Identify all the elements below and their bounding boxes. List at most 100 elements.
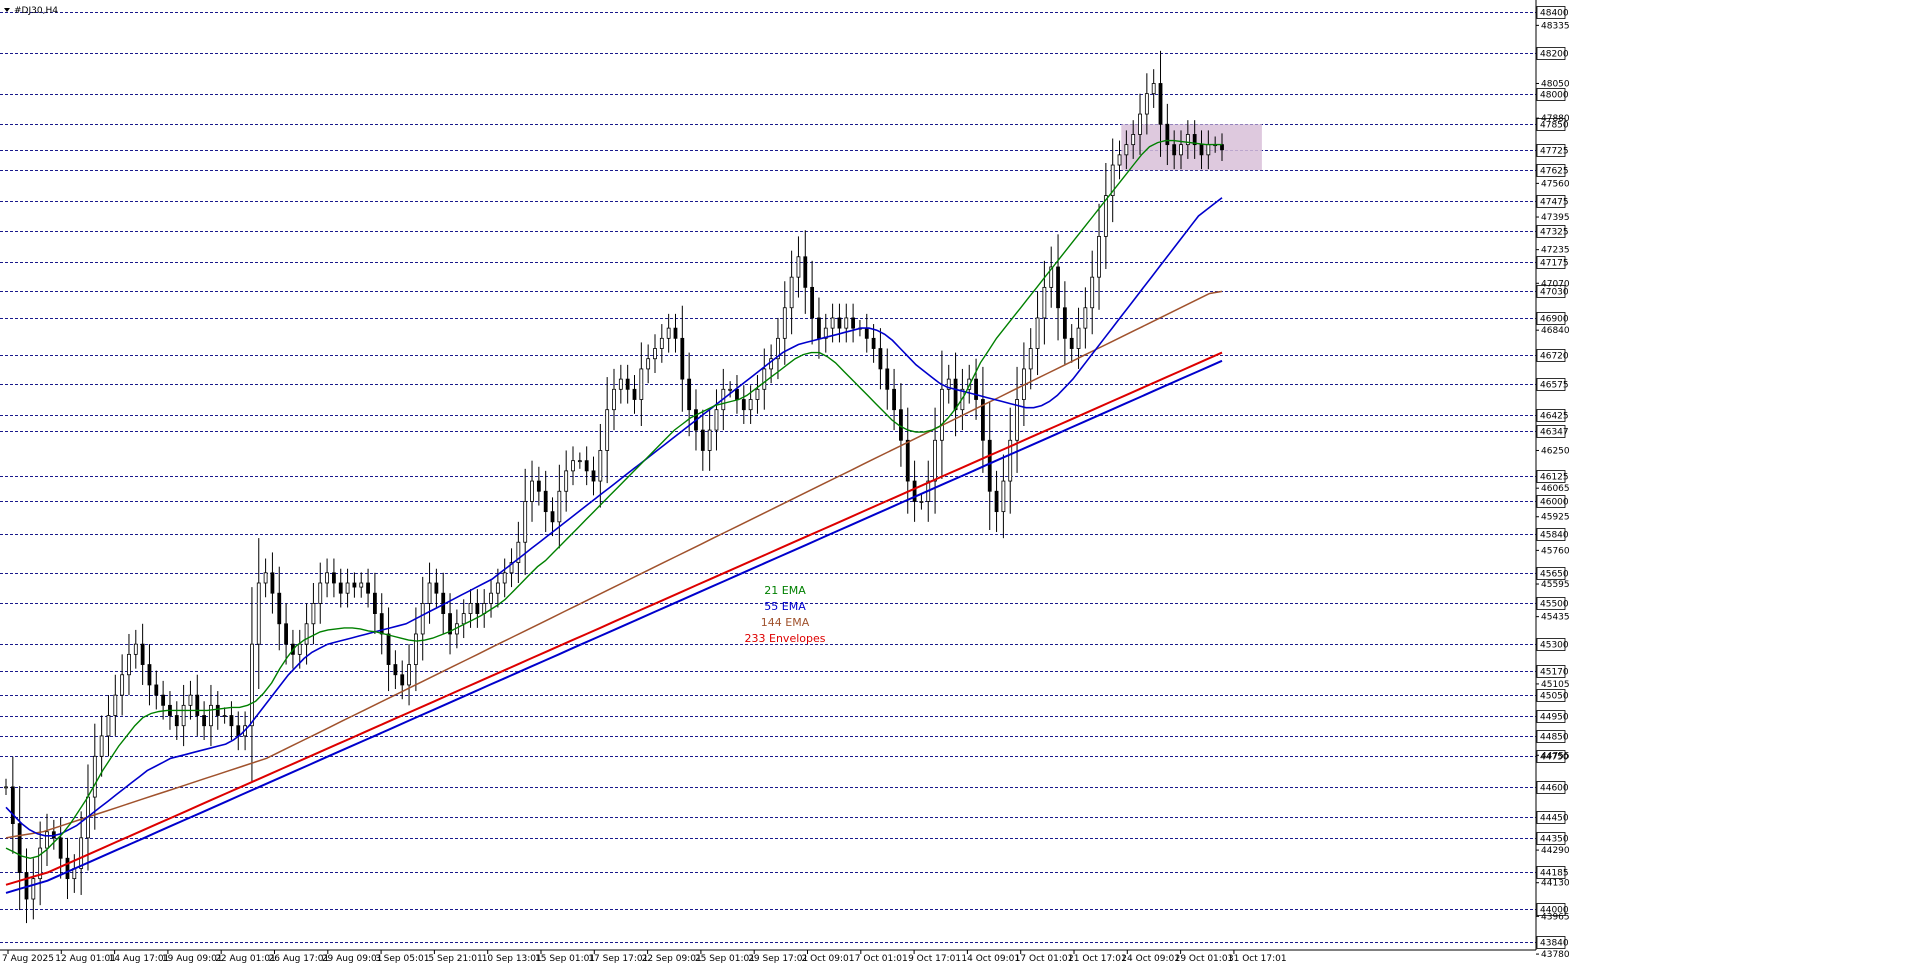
time-tick-label: 21 Oct 17:01 xyxy=(1068,954,1127,963)
candle-body xyxy=(1151,83,1156,95)
candle-body xyxy=(878,348,883,370)
price-tick-label: 45925 xyxy=(1541,513,1570,523)
time-tick-label: 10 Sep 13:01 xyxy=(482,954,542,963)
candle-body xyxy=(830,317,835,329)
candle-body xyxy=(632,388,637,400)
level-label: 45300 xyxy=(1540,641,1569,651)
triangle-down-icon[interactable] xyxy=(4,8,10,12)
candle-body xyxy=(1097,235,1101,278)
level-label: 46000 xyxy=(1540,498,1569,508)
time-tick-label: 5 Sep 21:01 xyxy=(428,954,482,963)
level-label: 47030 xyxy=(1540,288,1569,298)
candle-body xyxy=(202,715,207,727)
level-label: 43840 xyxy=(1540,939,1569,949)
candle-body xyxy=(161,694,166,706)
candle-body xyxy=(1117,154,1122,166)
indicator-lines xyxy=(5,139,1223,894)
candle-body xyxy=(270,572,275,594)
candle-body xyxy=(714,409,719,431)
candle-body xyxy=(140,643,145,665)
level-label-box xyxy=(1536,936,1566,949)
window-title: #DJ30,H4 xyxy=(14,6,58,16)
level-label: 47850 xyxy=(1540,121,1569,131)
candle-body xyxy=(803,256,808,288)
candle-body xyxy=(1028,348,1033,370)
level-label-box xyxy=(1536,47,1566,60)
candle-body xyxy=(461,613,466,625)
price-tick-label: 44290 xyxy=(1541,846,1570,856)
candle-body xyxy=(905,439,910,482)
candle-body xyxy=(297,643,302,655)
level-label: 44350 xyxy=(1540,835,1569,845)
ema-21-line xyxy=(5,139,1222,860)
candle-body xyxy=(659,337,664,349)
price-tick-label: 43965 xyxy=(1541,912,1570,922)
consolidation-range-box xyxy=(1121,124,1262,171)
level-label-box xyxy=(1536,781,1566,794)
candle-body xyxy=(987,439,992,492)
candle-body xyxy=(1049,266,1054,288)
candle-body xyxy=(994,490,999,513)
candle-body xyxy=(4,786,8,789)
level-label-box xyxy=(1536,866,1566,879)
candle-body xyxy=(38,847,43,880)
candle-body xyxy=(1206,144,1211,156)
level-label-box xyxy=(1536,6,1566,19)
candle-body xyxy=(796,256,801,278)
candle-body xyxy=(502,572,507,584)
level-label-box xyxy=(1536,312,1566,325)
candle-body xyxy=(550,511,555,523)
candle-body xyxy=(892,388,896,411)
candle-body xyxy=(92,755,97,798)
price-tick-label: 47235 xyxy=(1541,246,1570,256)
level-label: 45500 xyxy=(1540,600,1569,610)
candle-body xyxy=(1172,144,1177,156)
time-tick-label: 24 Oct 09:01 xyxy=(1121,954,1180,963)
candle-body xyxy=(516,541,521,564)
candle-body xyxy=(284,623,288,645)
level-label-box xyxy=(1536,118,1566,131)
candle-body xyxy=(946,378,951,390)
candle-body xyxy=(844,317,849,329)
candle-body xyxy=(181,704,186,727)
candle-body xyxy=(776,337,780,360)
price-tick-label: 45595 xyxy=(1541,580,1570,590)
candle-body xyxy=(605,409,610,451)
candle-body xyxy=(762,368,767,390)
level-label: 46900 xyxy=(1540,315,1569,325)
candle-body xyxy=(188,694,193,706)
level-label: 44000 xyxy=(1540,906,1569,916)
level-label-box xyxy=(1536,811,1566,824)
candle-body xyxy=(646,358,651,370)
candles-layer xyxy=(4,50,1224,924)
candle-body xyxy=(1035,317,1040,349)
price-tick-label: 46840 xyxy=(1541,326,1570,336)
candle-body xyxy=(673,327,678,339)
candle-body xyxy=(1015,399,1019,441)
time-tick-label: 9 Oct 17:01 xyxy=(908,954,961,963)
candle-body xyxy=(974,378,978,400)
window-title-bar[interactable]: #DJ30,H4 xyxy=(4,6,58,16)
price-tick-label: 45105 xyxy=(1541,680,1570,690)
candle-body xyxy=(332,572,336,584)
level-label-box xyxy=(1536,710,1566,723)
candle-body xyxy=(817,317,821,339)
candle-body xyxy=(584,460,589,472)
candle-body xyxy=(495,582,500,594)
time-tick-label: 17 Sep 17:01 xyxy=(588,954,648,963)
candle-body xyxy=(577,460,582,463)
time-tick-label: 25 Sep 01:01 xyxy=(695,954,755,963)
level-label-box xyxy=(1536,378,1566,391)
candle-body xyxy=(195,694,200,716)
level-label-box xyxy=(1536,88,1566,101)
candle-body xyxy=(653,348,657,360)
candle-body xyxy=(1124,144,1129,156)
candle-body xyxy=(420,602,425,635)
candle-body xyxy=(386,633,391,665)
price-axis[interactable]: 48400 48200 48000 47850 47725 47625 47475 47325… xyxy=(1535,0,1570,960)
candle-body xyxy=(680,337,685,380)
candle-body xyxy=(1076,327,1081,349)
candle-body xyxy=(1192,134,1197,146)
